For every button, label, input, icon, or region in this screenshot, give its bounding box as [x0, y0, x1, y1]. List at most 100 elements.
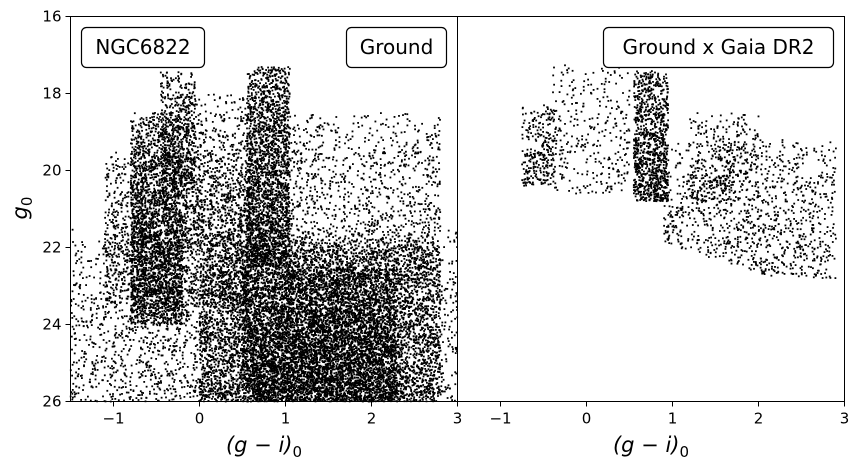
scatter-point — [274, 96, 276, 98]
scatter-point — [265, 174, 267, 176]
scatter-point — [255, 131, 257, 133]
scatter-point — [153, 124, 155, 126]
scatter-point — [248, 73, 250, 75]
scatter-point — [252, 74, 254, 76]
scatter-point — [281, 142, 283, 144]
scatter-point — [176, 218, 178, 220]
scatter-point — [276, 155, 278, 157]
scatter-point — [164, 225, 166, 227]
scatter-point — [256, 224, 258, 226]
scatter-point — [288, 205, 290, 207]
scatter-point — [137, 317, 139, 319]
scatter-point — [260, 209, 262, 211]
scatter-point — [272, 144, 274, 146]
scatter-point — [279, 99, 281, 101]
scatter-point — [277, 148, 279, 150]
scatter-point — [155, 125, 157, 127]
scatter-point — [141, 126, 143, 128]
scatter-point — [261, 112, 263, 114]
scatter-point — [255, 196, 257, 198]
scatter-point — [276, 111, 278, 113]
scatter-point — [250, 138, 252, 140]
scatter-point — [264, 90, 266, 92]
scatter-point — [267, 213, 269, 215]
scatter-point — [262, 236, 264, 238]
scatter-point — [176, 149, 178, 151]
scatter-point — [274, 182, 276, 184]
scatter-point — [251, 183, 253, 185]
scatter-point — [287, 170, 289, 172]
scatter-point — [273, 130, 275, 132]
scatter-point — [254, 204, 256, 206]
scatter-point — [270, 237, 272, 239]
scatter-point — [255, 209, 257, 211]
scatter-point — [280, 148, 282, 150]
scatter-point — [286, 131, 288, 133]
scatter-point — [267, 116, 269, 118]
scatter-point — [166, 212, 168, 214]
scatter-point — [268, 170, 270, 172]
scatter-point — [272, 134, 274, 136]
scatter-point — [280, 77, 282, 79]
scatter-point — [274, 202, 276, 204]
scatter-point — [274, 138, 276, 140]
scatter-point — [271, 136, 273, 138]
scatter-point — [278, 76, 280, 78]
scatter-point — [259, 149, 261, 151]
scatter-point — [256, 206, 258, 208]
scatter-point — [130, 280, 132, 282]
scatter-point — [130, 161, 132, 163]
scatter-point — [254, 165, 256, 167]
scatter-point — [275, 78, 277, 80]
scatter-point — [282, 223, 284, 225]
scatter-point — [151, 238, 153, 240]
scatter-point — [259, 105, 261, 107]
scatter-point — [278, 67, 280, 69]
scatter-point — [135, 158, 137, 160]
scatter-point — [170, 320, 172, 322]
scatter-point — [264, 87, 266, 89]
scatter-point — [281, 124, 283, 126]
scatter-point — [274, 194, 276, 196]
scatter-point — [166, 237, 168, 239]
scatter-point — [269, 198, 271, 200]
scatter-point — [252, 213, 254, 215]
scatter-point — [266, 124, 268, 126]
scatter-point — [282, 215, 284, 217]
scatter-point — [253, 100, 255, 102]
scatter-point — [270, 149, 272, 151]
scatter-point — [283, 194, 285, 196]
scatter-point — [250, 98, 252, 100]
scatter-point — [251, 88, 253, 90]
scatter-point — [288, 142, 290, 144]
scatter-point — [247, 100, 249, 102]
scatter-point — [257, 163, 259, 165]
scatter-point — [269, 131, 271, 133]
scatter-point — [267, 169, 269, 171]
scatter-point — [269, 226, 271, 228]
scatter-point — [157, 114, 159, 116]
scatter-point — [255, 235, 257, 237]
scatter-point — [281, 114, 283, 116]
scatter-point — [254, 261, 256, 263]
scatter-point — [259, 123, 261, 125]
scatter-point — [277, 197, 279, 199]
scatter-point — [272, 240, 274, 242]
scatter-point — [255, 138, 257, 140]
scatter-point — [279, 132, 281, 134]
scatter-point — [267, 167, 269, 169]
scatter-point — [262, 197, 264, 199]
scatter-point — [252, 155, 254, 157]
scatter-point — [268, 90, 270, 92]
scatter-point — [270, 190, 272, 192]
scatter-point — [281, 120, 283, 122]
scatter-point — [254, 136, 256, 138]
scatter-point — [263, 110, 265, 112]
scatter-point — [254, 184, 256, 186]
scatter-point — [265, 147, 267, 149]
scatter-point — [136, 284, 138, 286]
scatter-point — [282, 183, 284, 185]
scatter-point — [269, 75, 271, 77]
scatter-point — [131, 151, 133, 153]
